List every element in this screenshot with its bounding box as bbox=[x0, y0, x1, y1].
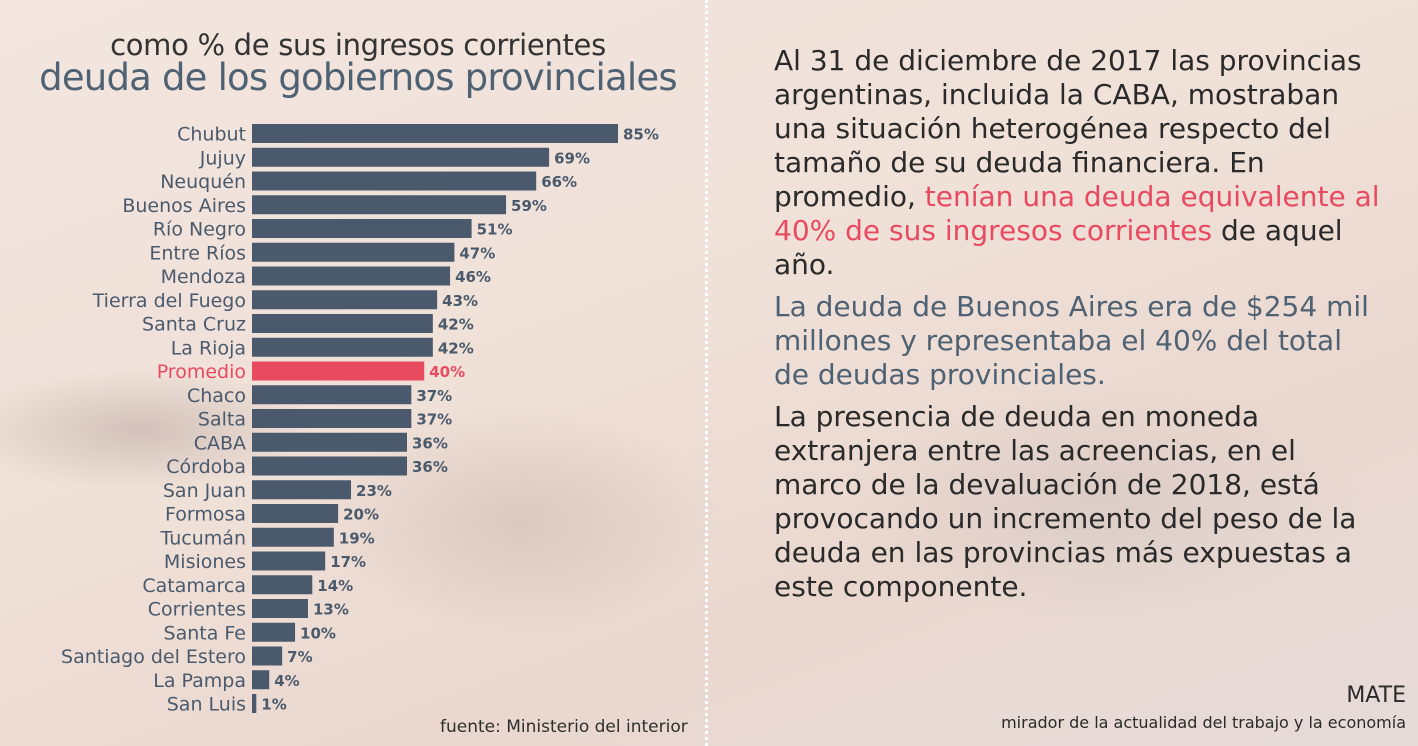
bar-rio-negro bbox=[252, 219, 472, 238]
category-label-santiago-del-estero: Santiago del Estero bbox=[61, 646, 246, 668]
value-label-neuquen: 66% bbox=[541, 173, 577, 191]
bar-santa-fe bbox=[252, 622, 296, 642]
value-label-santa-fe: 10% bbox=[300, 624, 336, 642]
brand-tagline: mirador de la actualidad del trabajo y l… bbox=[1001, 713, 1406, 732]
chart-subtitle: como % de sus ingresos corrientes bbox=[110, 28, 606, 62]
value-label-chaco: 37% bbox=[416, 387, 452, 405]
value-label-rio-negro: 51% bbox=[477, 221, 513, 239]
value-label-promedio: 40% bbox=[429, 363, 465, 381]
value-label-mendoza: 46% bbox=[455, 268, 491, 286]
category-label-misiones: Misiones bbox=[164, 551, 246, 573]
value-label-tierra-del-fuego: 43% bbox=[442, 292, 478, 310]
chart-source: fuente: Ministerio del interior bbox=[440, 717, 688, 737]
bar-neuquen bbox=[252, 171, 537, 191]
value-label-santa-cruz: 42% bbox=[438, 316, 474, 334]
category-label-entre-rios: Entre Ríos bbox=[149, 242, 246, 264]
value-label-corrientes: 13% bbox=[313, 601, 349, 619]
bar-buenos-aires bbox=[252, 195, 507, 215]
bar-caba bbox=[252, 432, 408, 452]
category-label-catamarca: Catamarca bbox=[142, 575, 246, 597]
value-label-santiago-del-estero: 7% bbox=[287, 648, 312, 666]
bar-tierra-del-fuego bbox=[252, 290, 438, 310]
value-label-misiones: 17% bbox=[330, 553, 366, 571]
category-label-tucuman: Tucumán bbox=[160, 527, 246, 549]
value-label-cordoba: 36% bbox=[412, 458, 448, 476]
value-label-caba: 36% bbox=[412, 434, 448, 452]
bar-chaco bbox=[252, 385, 412, 405]
panel-divider bbox=[705, 0, 708, 746]
category-label-chubut: Chubut bbox=[177, 124, 246, 146]
value-label-salta: 37% bbox=[416, 411, 452, 429]
value-label-jujuy: 69% bbox=[554, 149, 590, 167]
category-label-mendoza: Mendoza bbox=[161, 266, 246, 288]
category-label-formosa: Formosa bbox=[165, 504, 246, 526]
category-label-cordoba: Córdoba bbox=[166, 456, 246, 478]
bar-san-luis bbox=[252, 694, 257, 713]
bar-catamarca bbox=[252, 575, 313, 595]
summary-text: Al 31 de diciembre de 2017 las provincia… bbox=[774, 44, 1362, 213]
bar-promedio bbox=[252, 361, 425, 381]
bar-chart: Chubut 85% Jujuy 69% Neuquén 66% Buenos Aires 5… bbox=[61, 124, 659, 716]
summary-text-end: de aquel año. bbox=[774, 214, 1343, 281]
bar-jujuy bbox=[252, 147, 550, 167]
category-label-promedio: Promedio bbox=[157, 361, 246, 383]
bar-entre-rios bbox=[252, 242, 455, 262]
value-label-catamarca: 14% bbox=[317, 577, 353, 595]
bar-san-juan bbox=[252, 480, 352, 500]
chart-title: deuda de los gobiernos provinciales bbox=[39, 56, 678, 99]
value-label-la-rioja: 42% bbox=[438, 339, 474, 357]
value-label-buenos-aires: 59% bbox=[511, 197, 547, 215]
category-label-tierra-del-fuego: Tierra del Fuego bbox=[92, 290, 246, 312]
bar-santiago-del-estero bbox=[252, 646, 283, 666]
category-label-santa-fe: Santa Fe bbox=[164, 622, 246, 644]
bar-misiones bbox=[252, 551, 326, 571]
category-label-buenos-aires: Buenos Aires bbox=[122, 195, 246, 217]
category-label-chaco: Chaco bbox=[187, 385, 246, 407]
value-label-la-pampa: 4% bbox=[274, 672, 299, 690]
text-panel: Al 31 de diciembre de 2017 las provincia… bbox=[774, 44, 1384, 612]
category-label-la-rioja: La Rioja bbox=[171, 337, 246, 359]
value-label-san-luis: 1% bbox=[261, 696, 286, 714]
value-label-tucuman: 19% bbox=[339, 529, 375, 547]
category-label-caba: CABA bbox=[194, 432, 246, 454]
paragraph-summary: Al 31 de diciembre de 2017 las provincia… bbox=[774, 44, 1384, 282]
value-label-formosa: 20% bbox=[343, 506, 379, 524]
bar-mendoza bbox=[252, 266, 451, 286]
bar-formosa bbox=[252, 504, 339, 523]
bar-santa-cruz bbox=[252, 314, 433, 333]
bar-la-rioja bbox=[252, 337, 433, 357]
brand-name: MATE bbox=[1346, 683, 1406, 708]
category-label-neuquen: Neuquén bbox=[160, 171, 246, 193]
bar-la-pampa bbox=[252, 670, 270, 690]
bar-cordoba bbox=[252, 456, 408, 476]
summary-highlight: tenían una deuda equivalente al 40% de s… bbox=[774, 180, 1380, 247]
bar-salta bbox=[252, 409, 412, 428]
category-label-jujuy: Jujuy bbox=[199, 147, 246, 169]
category-label-salta: Salta bbox=[198, 409, 246, 431]
paragraph-foreign-currency: La presencia de deuda en moneda extranje… bbox=[774, 400, 1357, 603]
value-label-entre-rios: 47% bbox=[459, 244, 495, 262]
category-label-la-pampa: La Pampa bbox=[153, 670, 246, 692]
category-label-corrientes: Corrientes bbox=[148, 599, 246, 621]
bar-tucuman bbox=[252, 527, 334, 547]
value-label-san-juan: 23% bbox=[356, 482, 392, 500]
category-label-rio-negro: Río Negro bbox=[153, 219, 246, 241]
category-label-san-luis: San Luis bbox=[167, 694, 246, 716]
category-label-santa-cruz: Santa Cruz bbox=[142, 314, 246, 336]
paragraph-buenos-aires: La deuda de Buenos Aires era de $254 mil… bbox=[774, 290, 1369, 391]
category-label-san-juan: San Juan bbox=[163, 480, 246, 502]
value-label-chubut: 85% bbox=[623, 126, 659, 144]
bar-corrientes bbox=[252, 599, 308, 618]
bar-chubut bbox=[252, 124, 618, 143]
